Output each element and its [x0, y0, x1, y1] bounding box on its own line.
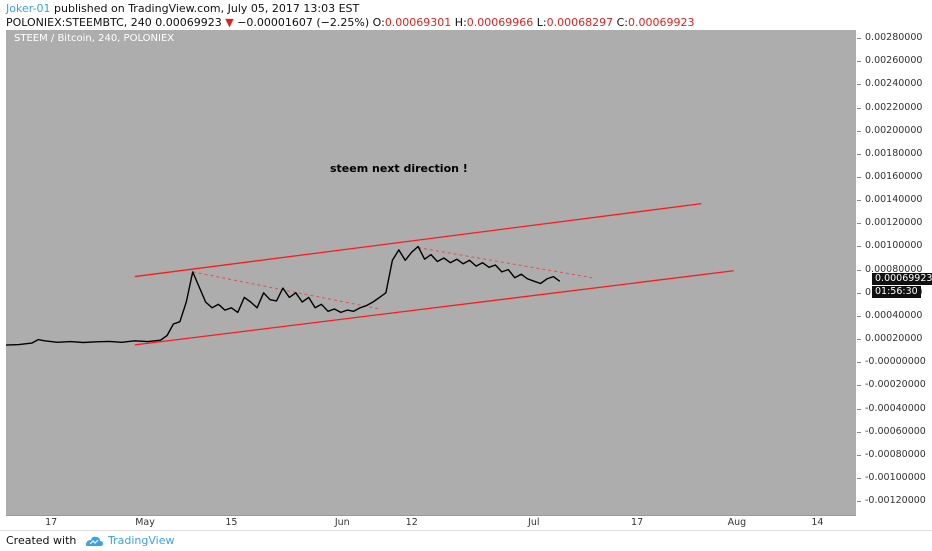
x-tick-label: May	[135, 517, 155, 528]
y-tick-mark	[857, 130, 861, 132]
x-tick-label: 14	[811, 517, 824, 528]
y-tick-mark	[857, 454, 861, 456]
close-value: 0.00069923	[627, 16, 695, 29]
channel-line	[134, 202, 702, 278]
y-tick-mark	[857, 153, 861, 155]
footer: Created with TradingView	[0, 530, 932, 551]
y-tick-label: -0.00100000	[865, 471, 926, 483]
y-tick-mark	[857, 477, 861, 479]
publish-info: Joker-01 published on TradingView.com, J…	[6, 2, 359, 15]
x-tick-label: 12	[405, 517, 418, 528]
y-tick-label: -0.00080000	[865, 448, 926, 460]
y-tick-mark	[857, 501, 861, 503]
y-tick-mark	[857, 431, 861, 433]
high-label: H:	[454, 16, 467, 29]
x-tick-label: Jun	[334, 517, 350, 528]
dashed-trend-line	[192, 271, 380, 310]
x-tick-label: 15	[225, 517, 238, 528]
ohlc-values: O:0.00069301 H:0.00069966 L:0.00068297 C…	[373, 16, 695, 29]
chart-title: STEEM / Bitcoin, 240, POLONIEX	[14, 33, 175, 44]
y-tick-label: 0.00120000	[865, 217, 923, 229]
symbol-info: POLONIEX:STEEMBTC, 240 0.00069923 ▼ −0.0…	[6, 16, 694, 29]
down-arrow-icon: ▼	[225, 16, 234, 29]
low-value: 0.00068297	[546, 16, 614, 29]
x-tick-label: Aug	[727, 517, 747, 528]
y-tick-mark	[857, 385, 861, 387]
created-with-text: Created with	[6, 534, 77, 547]
y-tick-label: -0.00020000	[865, 379, 926, 391]
tradingview-link[interactable]: TradingView	[108, 534, 175, 547]
y-tick-label: 0.00160000	[865, 171, 923, 182]
y-tick-mark	[857, 292, 861, 294]
y-tick-label: 0.00180000	[865, 147, 923, 159]
open-value: 0.00069301	[384, 16, 452, 29]
y-tick-label: 0.00080000	[865, 263, 923, 275]
dashed-trend-line	[418, 247, 593, 279]
price-series-line	[5, 245, 561, 346]
low-label: L:	[536, 16, 547, 29]
y-tick-label: 0.00220000	[865, 101, 923, 113]
y-tick-mark	[857, 269, 861, 271]
y-tick-label: 0.00100000	[865, 240, 923, 252]
y-tick-label: 0.00040000	[865, 309, 923, 321]
high-value: 0.00069966	[466, 16, 534, 29]
x-tick-label: 17	[45, 517, 58, 528]
y-tick-mark	[857, 61, 861, 63]
tradingview-logo-icon	[86, 536, 103, 546]
y-tick-mark	[857, 408, 861, 410]
last-price: 0.00069923	[155, 16, 222, 29]
x-axis[interactable]: 17 May 15 Jun 12 Jul 17 Aug 14	[6, 515, 856, 530]
countdown-tag: 01:56:30	[872, 286, 921, 299]
y-tick-mark	[857, 362, 861, 364]
y-tick-label: 0.00260000	[865, 55, 923, 67]
price-change: −0.00001607 (−2.25%)	[237, 16, 370, 29]
y-tick-label: 0.00280000	[865, 32, 923, 44]
x-tick-label: 17	[631, 517, 644, 528]
y-tick-mark	[857, 246, 861, 248]
y-axis[interactable]: 0.00280000 0.00260000 0.00240000 0.00220000…	[857, 30, 932, 515]
open-label: O:	[372, 16, 385, 29]
y-tick-label: -0.00000000	[865, 356, 926, 368]
author-link[interactable]: Joker-01	[6, 2, 51, 15]
y-tick-label: -0.00060000	[865, 425, 926, 437]
y-tick-mark	[857, 223, 861, 225]
y-tick-label: 0.00240000	[865, 78, 923, 90]
y-tick-label: 0.00200000	[865, 124, 923, 136]
y-tick-mark	[857, 107, 861, 109]
y-tick-mark	[857, 84, 861, 86]
symbol-label: POLONIEX:STEEMBTC, 240	[6, 16, 152, 29]
y-tick-label: -0.00040000	[865, 402, 926, 414]
chart-annotation: steem next direction !	[330, 162, 468, 175]
y-tick-mark	[857, 315, 861, 317]
y-tick-label: 0.00020000	[865, 333, 923, 345]
close-label: C:	[616, 16, 628, 29]
y-tick-mark	[857, 339, 861, 341]
x-tick-label: Jul	[528, 517, 540, 528]
y-tick-mark	[857, 38, 861, 40]
channel-line	[134, 270, 734, 346]
published-text: published on TradingView.com, July 05, 2…	[50, 2, 360, 15]
y-tick-label: -0.00120000	[865, 495, 926, 507]
y-tick-label: 0.00140000	[865, 194, 923, 206]
y-tick-mark	[857, 200, 861, 202]
y-tick-mark	[857, 177, 861, 178]
last-price-tag: 0.00069923	[872, 273, 932, 286]
